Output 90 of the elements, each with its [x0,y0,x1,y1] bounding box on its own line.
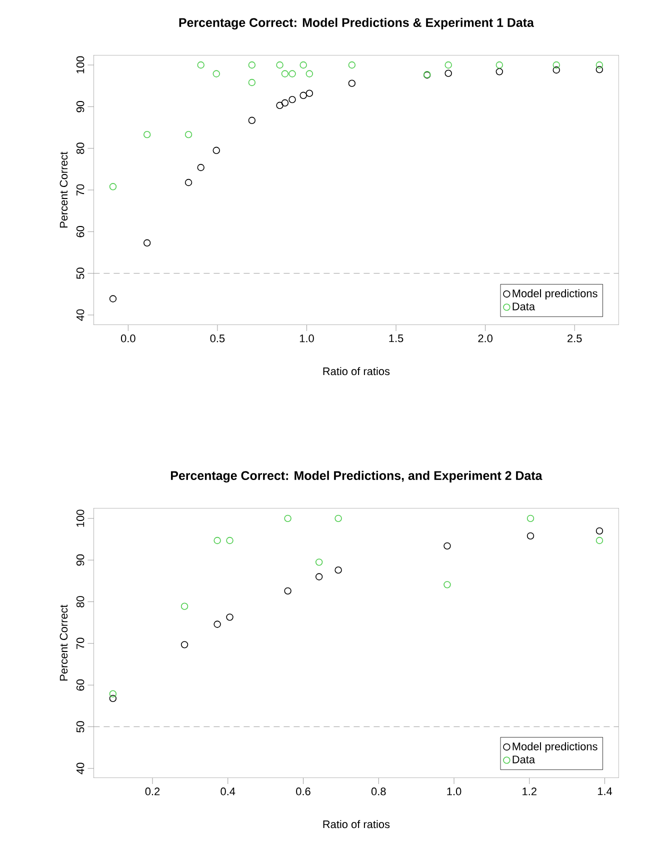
point [444,581,451,588]
point [212,146,220,154]
x-tick-label: 2.0 [478,334,492,342]
point [197,61,204,69]
point [300,92,307,100]
x-tick-label: 1.0 [300,334,314,342]
x-tick-label: 1.4 [598,788,612,796]
y-tick-label: 90 [76,554,84,566]
legend-label: Model predictions [512,289,598,300]
point [526,532,534,540]
point [109,295,117,302]
legend-label: Model predictions [512,742,598,752]
y-axis-title: Percent Correct [60,152,68,228]
point [334,566,342,574]
y-tick-label: 50 [76,268,84,279]
point [212,70,220,78]
point [109,694,117,702]
point [596,536,604,544]
y-tick-label: 60 [76,679,84,691]
point [180,641,188,648]
point [306,70,314,78]
chart-title: Percentage Correct: Model Predictions, and Experiment 2 Data [170,470,542,482]
y-tick-label: 50 [76,721,84,732]
point [596,66,604,74]
point [288,96,296,104]
point [315,573,323,580]
chart-title: Percentage Correct: Model Predictions & Experiment 1 Data [179,18,534,30]
point [248,78,256,86]
point [596,527,604,535]
point [315,558,323,566]
x-tick-label: 1.0 [447,788,462,796]
y-tick-label: 100 [76,56,84,74]
x-tick-label: 0.6 [296,788,310,796]
x-tick-label: 0.8 [371,788,386,796]
point [526,514,534,522]
point [109,183,117,190]
point [288,70,296,78]
y-tick-label: 40 [76,309,84,321]
point [281,99,289,107]
point [284,514,292,522]
point [348,80,356,87]
x-tick-label: 1.5 [389,334,404,342]
x-tick-label: 1.2 [522,788,536,796]
point [596,61,604,69]
y-axis-title: Percent Correct [60,604,68,680]
point [348,61,356,69]
x-tick-label: 2.5 [568,334,582,342]
point [276,102,284,110]
point [444,542,451,550]
point [552,66,560,74]
y-tick-label: 80 [76,142,84,154]
point [300,61,307,69]
x-axis-title: Ratio of ratios [323,820,390,828]
point [334,514,342,522]
y-tick-label: 90 [76,101,84,112]
y-tick-label: 100 [76,510,84,527]
point [284,587,292,595]
point [248,116,256,124]
point [214,536,221,544]
point [281,70,289,78]
point [109,690,117,698]
y-tick-label: 60 [76,226,84,238]
point [444,70,452,77]
x-tick-label: 0.4 [220,788,236,796]
point [496,61,504,69]
point [184,130,192,138]
point [444,61,452,69]
point [197,164,204,172]
y-tick-label: 70 [76,638,84,649]
y-tick-label: 40 [76,762,84,774]
point [184,178,192,186]
point [496,68,504,76]
x-tick-label: 0.0 [120,334,136,342]
x-tick-label: 0.5 [210,334,225,342]
y-tick-label: 70 [76,184,84,196]
point [276,61,284,69]
point [180,602,188,610]
y-tick-label: 80 [76,596,84,608]
point [248,61,256,69]
point [143,239,151,247]
x-axis-title: Ratio of ratios [323,367,390,376]
x-tick-label: 0.2 [145,788,160,796]
point [226,614,234,621]
point [306,90,314,97]
point [226,536,234,544]
point [143,130,151,138]
legend-label: Data [512,756,536,764]
point [214,620,221,628]
legend-label: Data [512,302,536,310]
point [552,61,560,69]
